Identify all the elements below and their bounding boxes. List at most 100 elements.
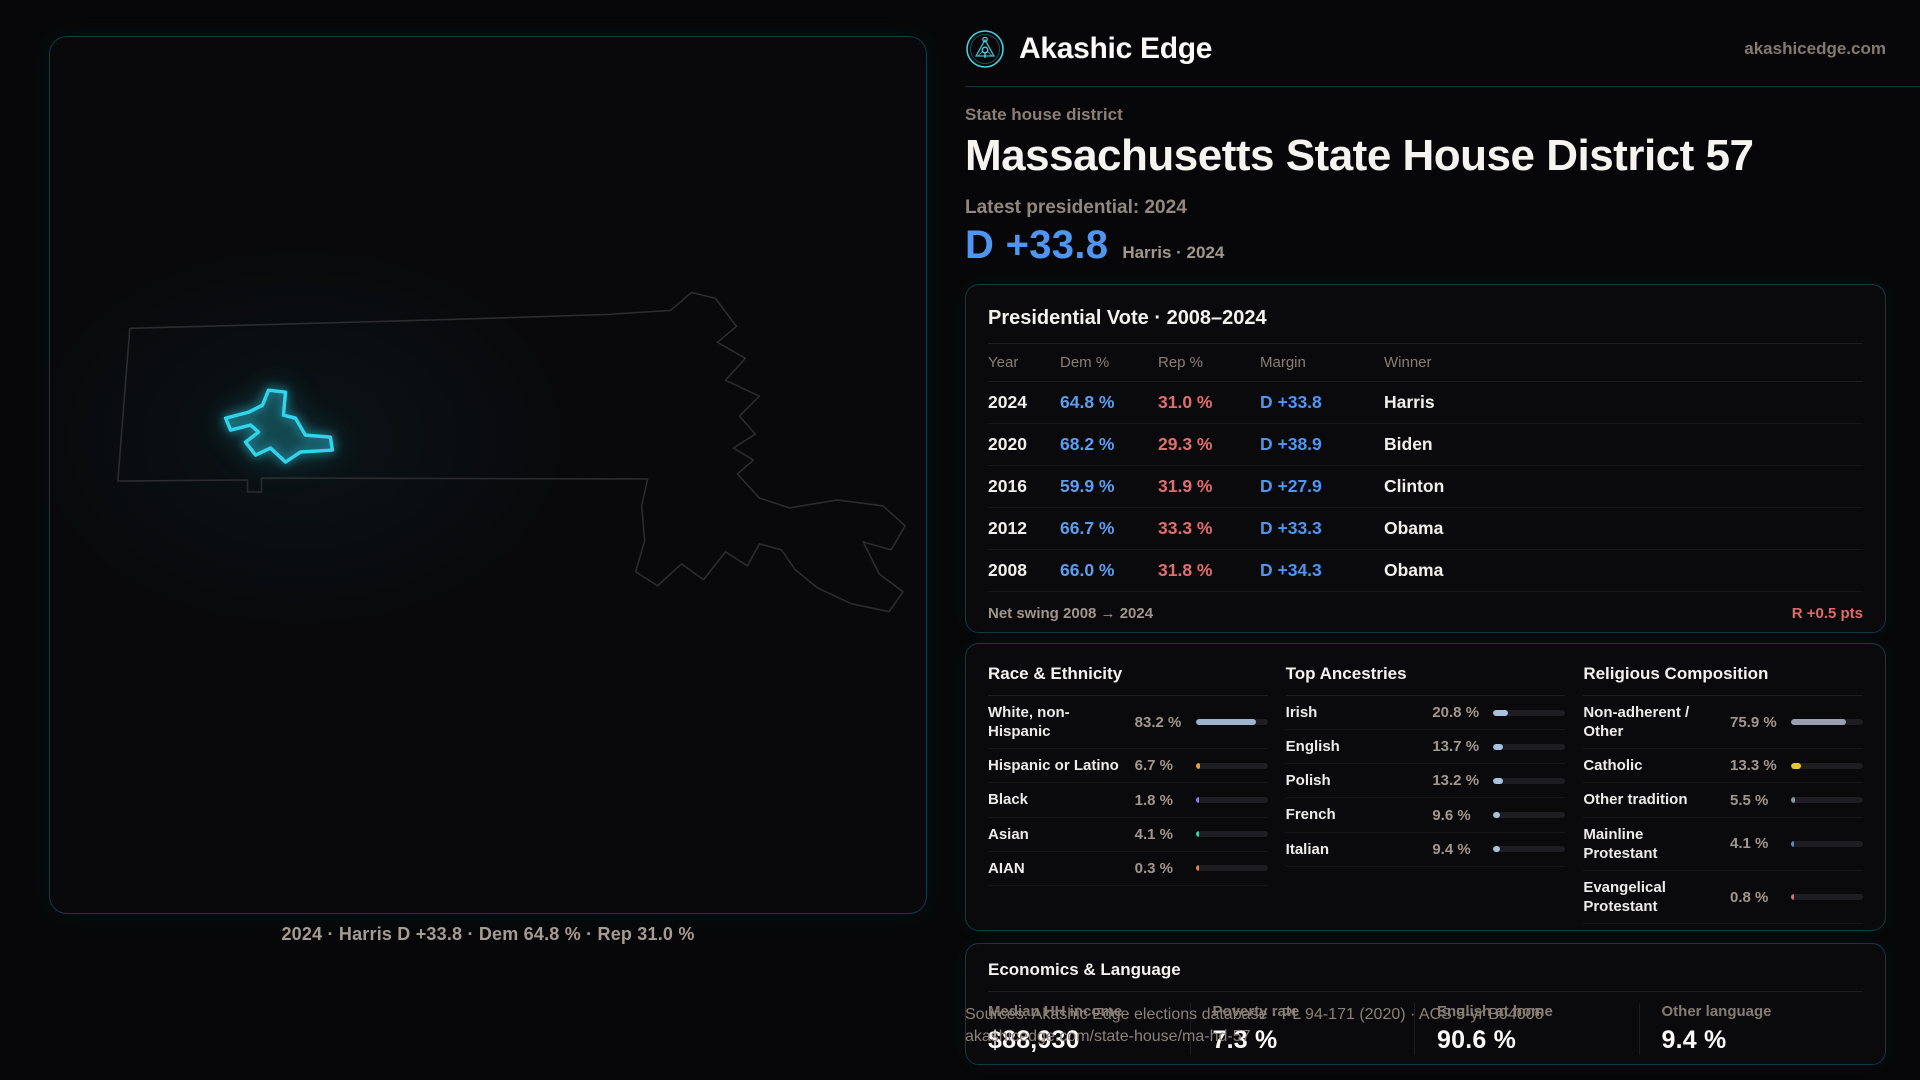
rep-cell: 31.8 % [1158,559,1213,580]
brand-name: Akashic Edge [1019,32,1213,65]
margin-cell: D +27.9 [1260,475,1322,496]
ancestry-row: English 13.7 % [1285,730,1566,765]
race-title: Race & Ethnicity [988,658,1268,696]
year-cell: 2024 [988,391,1027,412]
percent-bar [1195,865,1268,872]
margin-cell: D +38.9 [1260,433,1322,454]
religion-value: 13.3 % [1729,757,1777,775]
footer-sources: Sources: Akashic Edge elections database… [965,1004,1543,1049]
ancestry-row: Polish 13.2 % [1285,764,1566,799]
race-ethnicity-panel: Race & Ethnicity White, non-Hispanic 83.… [988,658,1268,925]
header-divider [965,86,1920,87]
religion-title: Religious Composition [1583,658,1863,696]
source-permalink-link[interactable]: akashicedge.com/state-house/ma-hd-57 [965,1028,1251,1046]
religion-label: Non-adherent / Other [1583,703,1690,741]
percent-bar [1195,762,1268,769]
stat-value: $88,930 [988,1025,1080,1054]
district-map-panel[interactable] [49,36,927,914]
ancestry-label: Italian [1285,840,1330,858]
religion-label: Mainline Protestant [1583,825,1658,862]
vote-card-title: Presidential Vote · 2008–2024 [988,299,1863,344]
percent-bar [1195,797,1268,804]
race-row: White, non-Hispanic 83.2 % [988,696,1268,750]
religion-row: Evangelical Protestant 0.8 % [1583,871,1863,925]
ancestry-label: Polish [1285,772,1331,790]
brand-header: Akashic Edge akashicedge.com [965,26,1886,72]
margin-cell: D +33.3 [1260,517,1322,538]
presidential-vote-card: Presidential Vote · 2008–2024 Year Dem %… [965,283,1886,633]
stat-english-at-home: English at home 90.6 % [1414,1002,1639,1055]
race-row: Hispanic or Latino 6.7 % [988,749,1268,784]
site-domain-link[interactable]: akashicedge.com [1744,39,1886,58]
ancestry-value: 13.2 % [1432,772,1480,790]
stat-value: 90.6 % [1437,1025,1517,1054]
dem-cell: 64.8 % [1060,391,1115,412]
net-swing-row: Net swing 2008 → 2024 R +0.5 pts [988,592,1863,637]
col-year: Year [988,353,1019,371]
percent-bar [1790,894,1863,901]
stat-label: Poverty rate [1212,1002,1300,1020]
percent-bar [1493,777,1566,784]
vote-row-2008: 2008 66.0 % 31.8 % D +34.3 Obama [988,550,1863,592]
winner-cell: Obama [1384,559,1444,580]
race-value: 6.7 % [1134,757,1174,775]
col-margin: Margin [1260,353,1306,371]
vote-table-header: Year Dem % Rep % Margin Winner [988,344,1863,382]
net-swing-value: R +0.5 pts [1791,604,1863,622]
demographics-card: Race & Ethnicity White, non-Hispanic 83.… [965,642,1886,931]
ancestry-label: French [1285,806,1336,824]
dem-cell: 68.2 % [1060,433,1115,454]
percent-bar [1493,812,1566,819]
winner-cell: Biden [1384,433,1433,454]
ancestry-value: 20.8 % [1432,704,1480,721]
ancestry-label: Irish [1285,703,1318,721]
year-cell: 2008 [988,559,1027,580]
religion-value: 75.9 % [1729,713,1777,731]
district-shape[interactable] [223,388,335,464]
economics-stats-row: Median HH income $88,930 Poverty rate 7.… [988,1002,1864,1055]
religion-label: Catholic [1583,757,1643,775]
margin-cell: D +33.8 [1260,391,1322,412]
percent-bar [1195,719,1268,726]
stat-other-language: Other language 9.4 % [1638,1002,1864,1055]
rep-cell: 31.9 % [1158,475,1213,496]
race-row: AIAN 0.3 % [988,852,1268,887]
religion-row: Non-adherent / Other 75.9 % [1583,696,1863,750]
race-label: White, non-Hispanic [988,703,1070,741]
source-permalink[interactable]: akashicedge.com/state-house/ma-hd-57 [965,1026,1543,1048]
massachusetts-map [117,291,906,613]
race-label: Hispanic or Latino [988,757,1119,775]
stat-label: English at home [1437,1002,1553,1020]
year-cell: 2016 [988,475,1027,496]
dem-cell: 59.9 % [1060,475,1115,496]
detail-column: Akashic Edge akashicedge.com State house… [965,0,1920,1065]
race-row: Black 1.8 % [988,783,1268,818]
vote-row-2012: 2012 66.7 % 33.3 % D +33.3 Obama [988,508,1863,550]
dem-cell: 66.0 % [1060,559,1115,580]
economics-title: Economics & Language [988,956,1863,992]
ancestries-panel: Top Ancestries Irish 20.8 % English 13.7… [1285,658,1566,925]
economics-card: Economics & Language Median HH income $8… [965,942,1886,1065]
religion-value: 4.1 % [1729,835,1769,853]
winner-cell: Clinton [1384,475,1445,496]
race-label: Asian [988,825,1029,843]
race-row: Asian 4.1 % [988,818,1268,852]
dem-cell: 66.7 % [1060,517,1115,538]
ancestry-row: French 9.6 % [1285,798,1566,833]
ancestry-value: 9.4 % [1432,840,1471,858]
net-swing-label: Net swing 2008 → 2024 [988,604,1154,622]
religion-value: 5.5 % [1729,791,1769,809]
percent-bar [1790,840,1863,847]
percent-bar [1493,709,1566,716]
rep-cell: 33.3 % [1158,517,1213,538]
margin-headline-row: D +33.8 Harris · 2024 [965,223,1886,268]
page-title: Massachusetts State House District 57 [965,131,1754,180]
ancestry-row: Irish 20.8 % [1285,696,1566,731]
winner-cell: Harris [1384,391,1435,412]
percent-bar [1790,719,1863,726]
ancestry-row: Italian 9.4 % [1285,833,1566,867]
religion-value: 0.8 % [1729,888,1769,906]
stat-poverty-rate: Poverty rate 7.3 % [1189,1002,1415,1055]
percent-bar [1195,831,1268,838]
margin-cell: D +34.3 [1260,559,1322,580]
